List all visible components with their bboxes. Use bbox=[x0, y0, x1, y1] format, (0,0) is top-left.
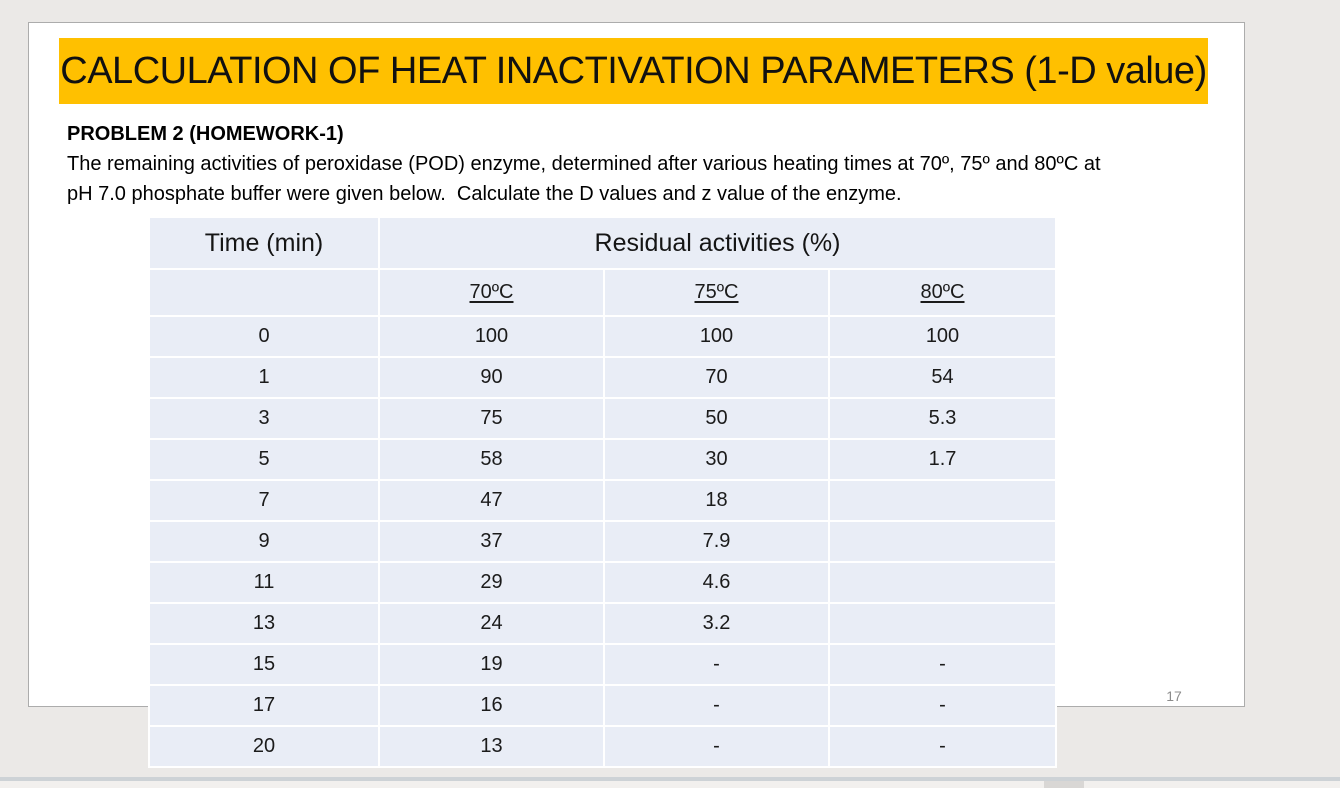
cell-time: 5 bbox=[148, 438, 380, 481]
cell-c80 bbox=[828, 561, 1057, 604]
cell-c70: 19 bbox=[378, 643, 605, 686]
cell-c80: 54 bbox=[828, 356, 1057, 399]
cell-c70: 90 bbox=[378, 356, 605, 399]
table-row: 3 75 50 5.3 bbox=[148, 397, 1057, 440]
cell-time: 0 bbox=[148, 315, 380, 358]
cell-c75: 100 bbox=[603, 315, 830, 358]
table-row: 0 100 100 100 bbox=[148, 315, 1057, 358]
cell-c80 bbox=[828, 520, 1057, 563]
cell-c75: 3.2 bbox=[603, 602, 830, 645]
cell-c80 bbox=[828, 602, 1057, 645]
slide-title: CALCULATION OF HEAT INACTIVATION PARAMET… bbox=[60, 49, 1207, 92]
table-row: 11 29 4.6 bbox=[148, 561, 1057, 604]
cell-time: 17 bbox=[148, 684, 380, 727]
cell-c70: 58 bbox=[378, 438, 605, 481]
cell-c80: 100 bbox=[828, 315, 1057, 358]
problem-text-line2: pH 7.0 phosphate buffer were given below… bbox=[67, 183, 902, 205]
table-row: 17 16- - bbox=[148, 684, 1057, 727]
header-residual-activities: Residual activities (%) bbox=[378, 216, 1057, 270]
cell-time: 13 bbox=[148, 602, 380, 645]
table-row: 13 24 3.2 bbox=[148, 602, 1057, 645]
cell-time: 7 bbox=[148, 479, 380, 522]
cell-time: 9 bbox=[148, 520, 380, 563]
cell-c80: 1.7 bbox=[828, 438, 1057, 481]
problem-heading: PROBLEM 2 (HOMEWORK-1) bbox=[67, 123, 344, 145]
cell-c70: 75 bbox=[378, 397, 605, 440]
table-row: 15 19- - bbox=[148, 643, 1057, 686]
cell-c70: 37 bbox=[378, 520, 605, 563]
cell-time: 11 bbox=[148, 561, 380, 604]
problem-statement: PROBLEM 2 (HOMEWORK-1) The remaining act… bbox=[67, 119, 1207, 209]
cell-time: 15 bbox=[148, 643, 380, 686]
cell-c75: - bbox=[603, 643, 830, 686]
header-time: Time (min) bbox=[148, 216, 380, 270]
table-row: 9 37 7.9 bbox=[148, 520, 1057, 563]
header-temp-70: 70ºC bbox=[378, 268, 605, 317]
cell-c75: 50 bbox=[603, 397, 830, 440]
slide-page-number: 17 bbox=[1166, 688, 1182, 704]
cell-c80: 5.3 bbox=[828, 397, 1057, 440]
cell-c70: 16 bbox=[378, 684, 605, 727]
window-bottom-divider bbox=[0, 777, 1340, 781]
title-banner: CALCULATION OF HEAT INACTIVATION PARAMET… bbox=[59, 38, 1208, 104]
cell-c75: 30 bbox=[603, 438, 830, 481]
cell-c70: 47 bbox=[378, 479, 605, 522]
residual-activity-table: Time (min) Residual activities (%) 70ºC … bbox=[148, 216, 1057, 768]
cell-time: 1 bbox=[148, 356, 380, 399]
cell-c80: - bbox=[828, 643, 1057, 686]
bottom-scrollbar-segment[interactable] bbox=[1044, 781, 1084, 788]
table-row: 7 47 18 bbox=[148, 479, 1057, 522]
table-row: 5 58 30 1.7 bbox=[148, 438, 1057, 481]
header-empty-cell bbox=[148, 268, 380, 317]
cell-c75: 4.6 bbox=[603, 561, 830, 604]
problem-text-line1: The remaining activities of peroxidase (… bbox=[67, 153, 1101, 175]
table-row: 20 13- - bbox=[148, 725, 1057, 768]
cell-c75: 70 bbox=[603, 356, 830, 399]
cell-c80 bbox=[828, 479, 1057, 522]
cell-c70: 100 bbox=[378, 315, 605, 358]
header-temp-75: 75ºC bbox=[603, 268, 830, 317]
cell-c70: 29 bbox=[378, 561, 605, 604]
cell-c80: - bbox=[828, 684, 1057, 727]
cell-time: 3 bbox=[148, 397, 380, 440]
cell-c80: - bbox=[828, 725, 1057, 768]
table-row: 1 90 70 54 bbox=[148, 356, 1057, 399]
table-temperature-row: 70ºC 75ºC 80ºC bbox=[148, 268, 1057, 317]
table-body: Time (min) Residual activities (%) 70ºC … bbox=[148, 216, 1057, 768]
cell-c75: 18 bbox=[603, 479, 830, 522]
window-bottom-band bbox=[0, 781, 1340, 788]
header-temp-80: 80ºC bbox=[828, 268, 1057, 317]
cell-c75: - bbox=[603, 725, 830, 768]
cell-c70: 13 bbox=[378, 725, 605, 768]
cell-c75: 7.9 bbox=[603, 520, 830, 563]
cell-c75: - bbox=[603, 684, 830, 727]
cell-c70: 24 bbox=[378, 602, 605, 645]
cell-time: 20 bbox=[148, 725, 380, 768]
table-header-row: Time (min) Residual activities (%) bbox=[148, 216, 1057, 270]
